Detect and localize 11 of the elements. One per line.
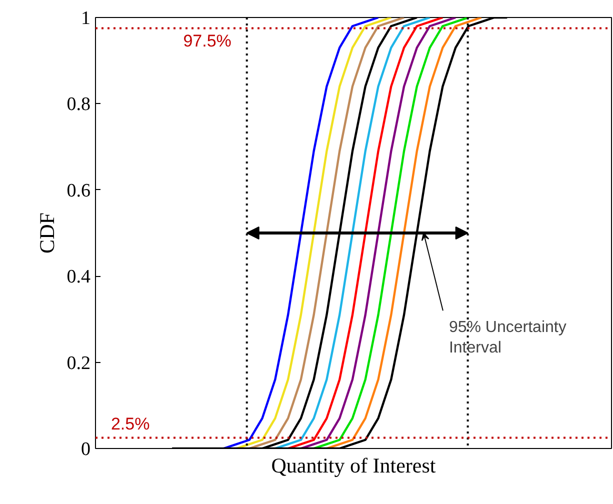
y-tick-label: 1 (81, 8, 90, 29)
y-tick-label: 0.8 (66, 94, 90, 116)
y-tick-label: 0.6 (66, 180, 90, 202)
ref-line-label: 2.5% (110, 414, 150, 434)
y-axis-title: CDF (34, 212, 59, 254)
y-tick-label: 0.2 (66, 352, 90, 374)
y-tick-label: 0 (81, 439, 90, 460)
annotation: 95% Uncertainty Interval (448, 319, 566, 357)
ref-line-label: 97.5% (183, 31, 232, 50)
x-axis-title: Quantity of Interest (271, 454, 436, 478)
y-tick-label: 0.4 (66, 266, 91, 288)
